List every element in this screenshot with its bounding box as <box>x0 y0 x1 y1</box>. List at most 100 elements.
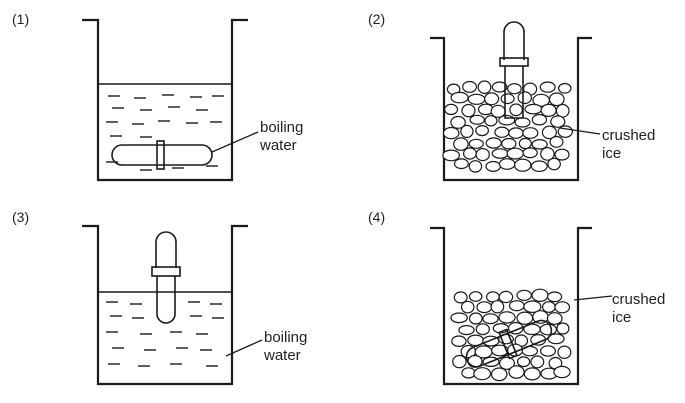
panel-2-ice-pebble <box>506 147 524 160</box>
panel-1-water-ripples <box>106 94 224 171</box>
panel-2-ice-pebble <box>541 125 558 140</box>
panel-4-ice-pebble <box>460 300 475 314</box>
panel-4-ice-pebble <box>553 365 571 379</box>
panel-4-leader-line <box>573 295 613 301</box>
panel-2-ice-pebble <box>514 117 531 128</box>
panel-2-ice-pebble <box>460 124 474 138</box>
panel-4-test-tube <box>465 319 553 368</box>
panel-4-beaker <box>430 226 592 386</box>
panel-3: (3) boiling water <box>12 209 307 386</box>
panel-1-label-line1: boiling <box>260 119 303 136</box>
panel-4-ice-pebble <box>516 356 531 368</box>
panel-2-ice-pebble <box>475 125 490 137</box>
panel-4-ice-pebble <box>468 291 483 302</box>
panel-4-ice-pebble <box>554 301 571 314</box>
panel-4-ice-pebble <box>490 300 505 314</box>
panel-2-ice-pebble <box>530 160 548 172</box>
panel-2-ice-pebble <box>508 127 524 139</box>
panel-4-ice-pebble <box>450 312 468 324</box>
panel-2-ice-pebble <box>507 83 522 95</box>
panel-2-ice-pebble <box>524 103 543 115</box>
panel-2-ice-pebble <box>491 148 509 159</box>
panel-2-ice-pebble <box>442 149 461 162</box>
panel-2-label-line2: ice <box>602 145 621 162</box>
panel-1-leader-line <box>211 131 259 153</box>
panel-2-ice-pebble <box>453 137 469 151</box>
panel-2-label-line1: crushed <box>602 127 655 144</box>
panel-4-ice-pebble <box>523 367 541 381</box>
panel-3-label-line2: water <box>263 347 301 364</box>
panel-4-ice-pebble <box>476 301 493 314</box>
panel-2-ice-pebble <box>468 160 483 173</box>
panel-4-ice-pebble <box>451 335 467 347</box>
panel-2-number: (2) <box>368 11 385 27</box>
panel-4-ice-pebble <box>546 291 563 303</box>
panel-4-label-line2: ice <box>612 309 631 326</box>
panel-4-ice-pebble <box>539 323 558 336</box>
panel-4-ice-pebble <box>516 289 532 301</box>
panel-2-ice-pebble <box>522 127 539 139</box>
panel-4-ice-pebble <box>499 356 516 370</box>
panel-2-ice-pebble <box>498 158 516 170</box>
panel-2-ice-pebble <box>531 139 548 150</box>
panel-2-ice-pebble <box>475 148 490 162</box>
panel-2-ice-pebble <box>469 114 485 125</box>
panel-2-ice-pebble <box>468 138 484 149</box>
panel-2-ice-pebble <box>463 147 477 160</box>
panel-1-test-tube <box>111 140 213 170</box>
panel-4-ice-pebble <box>490 367 508 382</box>
panel-4-ice-pebble <box>508 365 525 379</box>
panel-4-ice-pebble <box>523 300 542 313</box>
panel-4-ice-pebble <box>468 312 483 325</box>
panel-2-ice-pebble <box>477 80 492 94</box>
panel-4-ice-pebble <box>546 312 563 325</box>
panel-2-ice-pebble <box>501 137 517 150</box>
panel-4-label-line1: crushed <box>612 291 665 308</box>
panel-1-beaker <box>82 18 248 182</box>
panel-2-ice-pebble <box>450 115 466 129</box>
panel-3-label-line1: boiling <box>264 329 307 346</box>
panel-2-ice-pebble <box>549 135 564 148</box>
panel-2-beaker <box>430 36 592 182</box>
panel-2-ice-pebble <box>484 92 500 106</box>
panel-2: (2) crushed ice <box>368 11 655 182</box>
panel-2-ice-pebble <box>444 103 459 116</box>
panel-4-ice-pebble <box>452 354 467 369</box>
panel-2-ice-pebble <box>517 91 533 105</box>
panel-2-leader-line <box>559 127 601 135</box>
panel-4-ice-pebble <box>461 367 476 379</box>
panel-2-ice-pebble <box>557 82 572 94</box>
panel-3-leader-line <box>225 339 263 357</box>
panel-4-ice-pebble <box>531 288 549 302</box>
panel-2-ice-pebble <box>531 113 548 126</box>
panel-4-ice-pebble <box>530 355 545 369</box>
panel-4: (4) crushed ice <box>368 209 665 386</box>
panel-2-ice-pebble <box>539 81 556 93</box>
panel-1-label-line2: water <box>259 137 297 154</box>
panel-3-test-tube <box>151 231 181 324</box>
panel-2-ice-pebble <box>514 158 532 172</box>
panel-2-ice-pebble <box>442 126 460 140</box>
panel-2-ice-pebble <box>485 137 502 149</box>
panel-4-crushed-ice <box>450 288 572 382</box>
panel-4-ice-pebble <box>498 290 514 304</box>
panel-2-ice-pebble <box>548 92 565 107</box>
panel-4-ice-pebble <box>508 300 525 312</box>
panel-1: (1) boiling water <box>12 11 303 182</box>
panel-4-ice-pebble <box>557 345 572 359</box>
panel-4-ice-pebble <box>516 311 534 325</box>
panel-2-ice-pebble <box>484 115 498 127</box>
panel-4-number: (4) <box>368 209 385 225</box>
panel-2-test-tube <box>499 21 529 119</box>
panel-2-ice-pebble <box>461 103 476 118</box>
panel-2-ice-pebble <box>540 146 555 161</box>
panel-2-ice-pebble <box>498 114 516 126</box>
panel-4-ice-pebble <box>542 301 556 313</box>
panel-4-ice-pebble <box>458 325 475 336</box>
panel-4-ice-pebble <box>475 323 490 336</box>
panel-2-ice-pebble <box>453 158 469 170</box>
panel-2-ice-pebble <box>485 160 501 172</box>
panel-2-ice-pebble <box>450 91 469 104</box>
panel-4-ice-pebble <box>556 322 570 335</box>
